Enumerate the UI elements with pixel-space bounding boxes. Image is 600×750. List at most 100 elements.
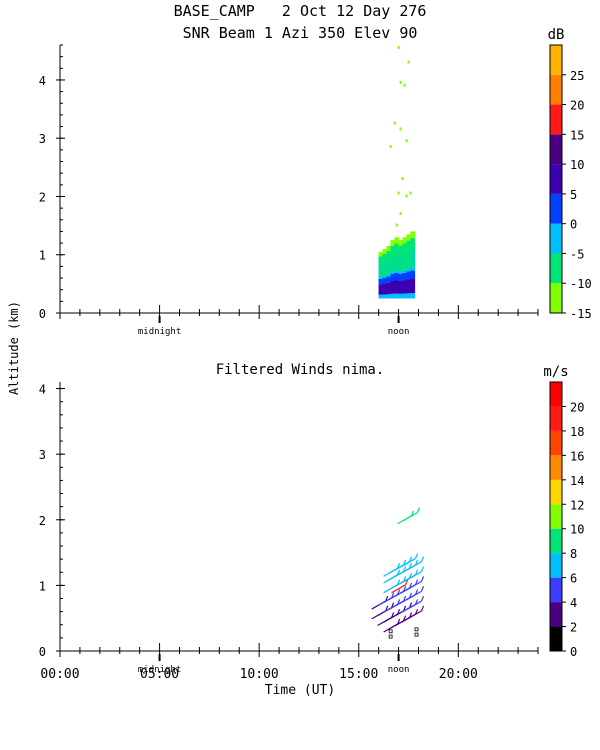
marker-noon-label: noon [388,665,410,675]
wind-barb-feather [397,569,401,576]
snr-cell [386,246,392,252]
colorbar-segment [550,406,562,431]
snr-cell [398,273,404,281]
colorbar-segment [550,504,562,529]
y-tick-label: 4 [39,74,46,88]
y-tick-label: 0 [39,645,46,659]
y-tick-label: 3 [39,132,46,146]
wind-barb-feather [420,556,425,562]
y-tick-label: 2 [39,190,46,204]
snr-cell [390,293,396,299]
snr-cell [386,294,392,299]
wind-barb-feather [397,608,401,615]
wind-barb-feather [409,592,413,599]
snr-cell [382,283,388,295]
wind-barb-feather [397,618,401,625]
snr-cell [410,278,416,294]
snr-cell [402,272,408,281]
colorbar-segment [550,104,562,135]
y-tick-label: 1 [39,249,46,263]
colorbar-unit: m/s [543,364,568,380]
wind-barb-feather [414,559,419,566]
panel2-title: Filtered Winds nima. [216,362,385,378]
snr-sparse-point [397,191,400,195]
wind-barb-feather [409,612,413,618]
colorbar-tick-label: 10 [570,158,584,172]
wind-barb-feather [397,589,401,595]
snr-cell [406,293,412,299]
snr-cell [382,277,388,284]
colorbar-segment [550,382,562,407]
colorbar-segment [550,283,562,313]
snr-cell [398,280,404,294]
snr-cell [394,293,400,299]
marker-noon-label: noon [388,327,410,337]
wind-barb-feather [397,599,401,605]
colorbar-tick-label: 15 [570,128,584,142]
wind-barb-feather [385,595,389,602]
wind-barb-feather [414,579,419,585]
wind-barb [407,571,422,581]
snr-cell [406,271,412,280]
wind-barb-feather [405,579,409,585]
colorbar-tick-label: 20 [570,99,584,113]
snr-sparse-point [389,144,392,148]
colorbar-segment [550,626,562,651]
colorbar-tick-label: 6 [570,572,577,586]
wind-barb [407,610,422,620]
colorbar-segment [550,430,562,456]
marker-midnight-label: midnight [138,327,181,337]
snr-cell [406,279,412,294]
wind-barb [407,580,422,590]
colorbar-tick-label: -5 [570,247,584,261]
x-tick-label: 10:00 [240,667,279,682]
colorbar-tick-label: 25 [570,69,584,83]
x-tick-label: 05:00 [140,667,179,682]
colorbar-tick-label: 18 [570,425,584,439]
snr-cell [386,276,392,283]
x-tick-label: 00:00 [40,667,79,682]
colorbar-frame [549,381,563,652]
wind-barb-feather [414,608,419,615]
colorbar-unit: dB [548,27,565,43]
snr-cell [410,231,416,239]
snr-cell [410,293,416,299]
figure-title-line2: SNR Beam 1 Azi 350 Elev 90 [183,24,418,42]
snr-cell [386,282,392,295]
colorbar-tick-label: 14 [570,474,584,488]
y-tick-label: 3 [39,448,46,462]
wind-barb-feather [420,586,425,592]
wind-barb-feather [416,507,421,513]
wind-barb-feather [409,556,413,562]
snr-cell [398,240,404,246]
colorbar-segment [550,253,562,284]
wind-barb-feather [403,605,407,612]
snr-sparse-point [397,45,400,49]
wind-barb-feather [391,612,395,618]
snr-cell [394,272,400,281]
colorbar-tick-label: 12 [570,498,584,512]
marker-midnight-label: midnight [138,665,181,675]
wind-barb-feather [420,605,425,612]
colorbar-segment [550,164,562,194]
wind-barb-feather [409,563,413,569]
snr-sparse-point [405,194,408,198]
snr-sparse-point [395,223,398,227]
snr-sparse-point [399,127,402,131]
wind-barb-feather [391,602,395,608]
colorbar-tick-label: 20 [570,400,584,414]
colorbar-tick-label: 4 [570,596,577,610]
wind-barb-feather [403,576,407,582]
snr-cell [382,248,388,254]
colorbar-tick-label: 2 [570,621,577,635]
colorbar-segment [550,74,562,105]
snr-panel: 0 1 2 3 4 midnight noon -15 -10 -5 0 5 10 15 20 25 dB [39,27,592,337]
snr-cell [398,293,404,299]
x-tick-label: 15:00 [339,667,378,682]
snr-cell [390,280,396,294]
colorbar-segment [550,553,562,578]
figure-title-line1: BASE_CAMP 2 Oct 12 Day 276 [174,2,427,20]
colorbar-frame [549,44,563,314]
colorbar-segment [550,577,562,603]
